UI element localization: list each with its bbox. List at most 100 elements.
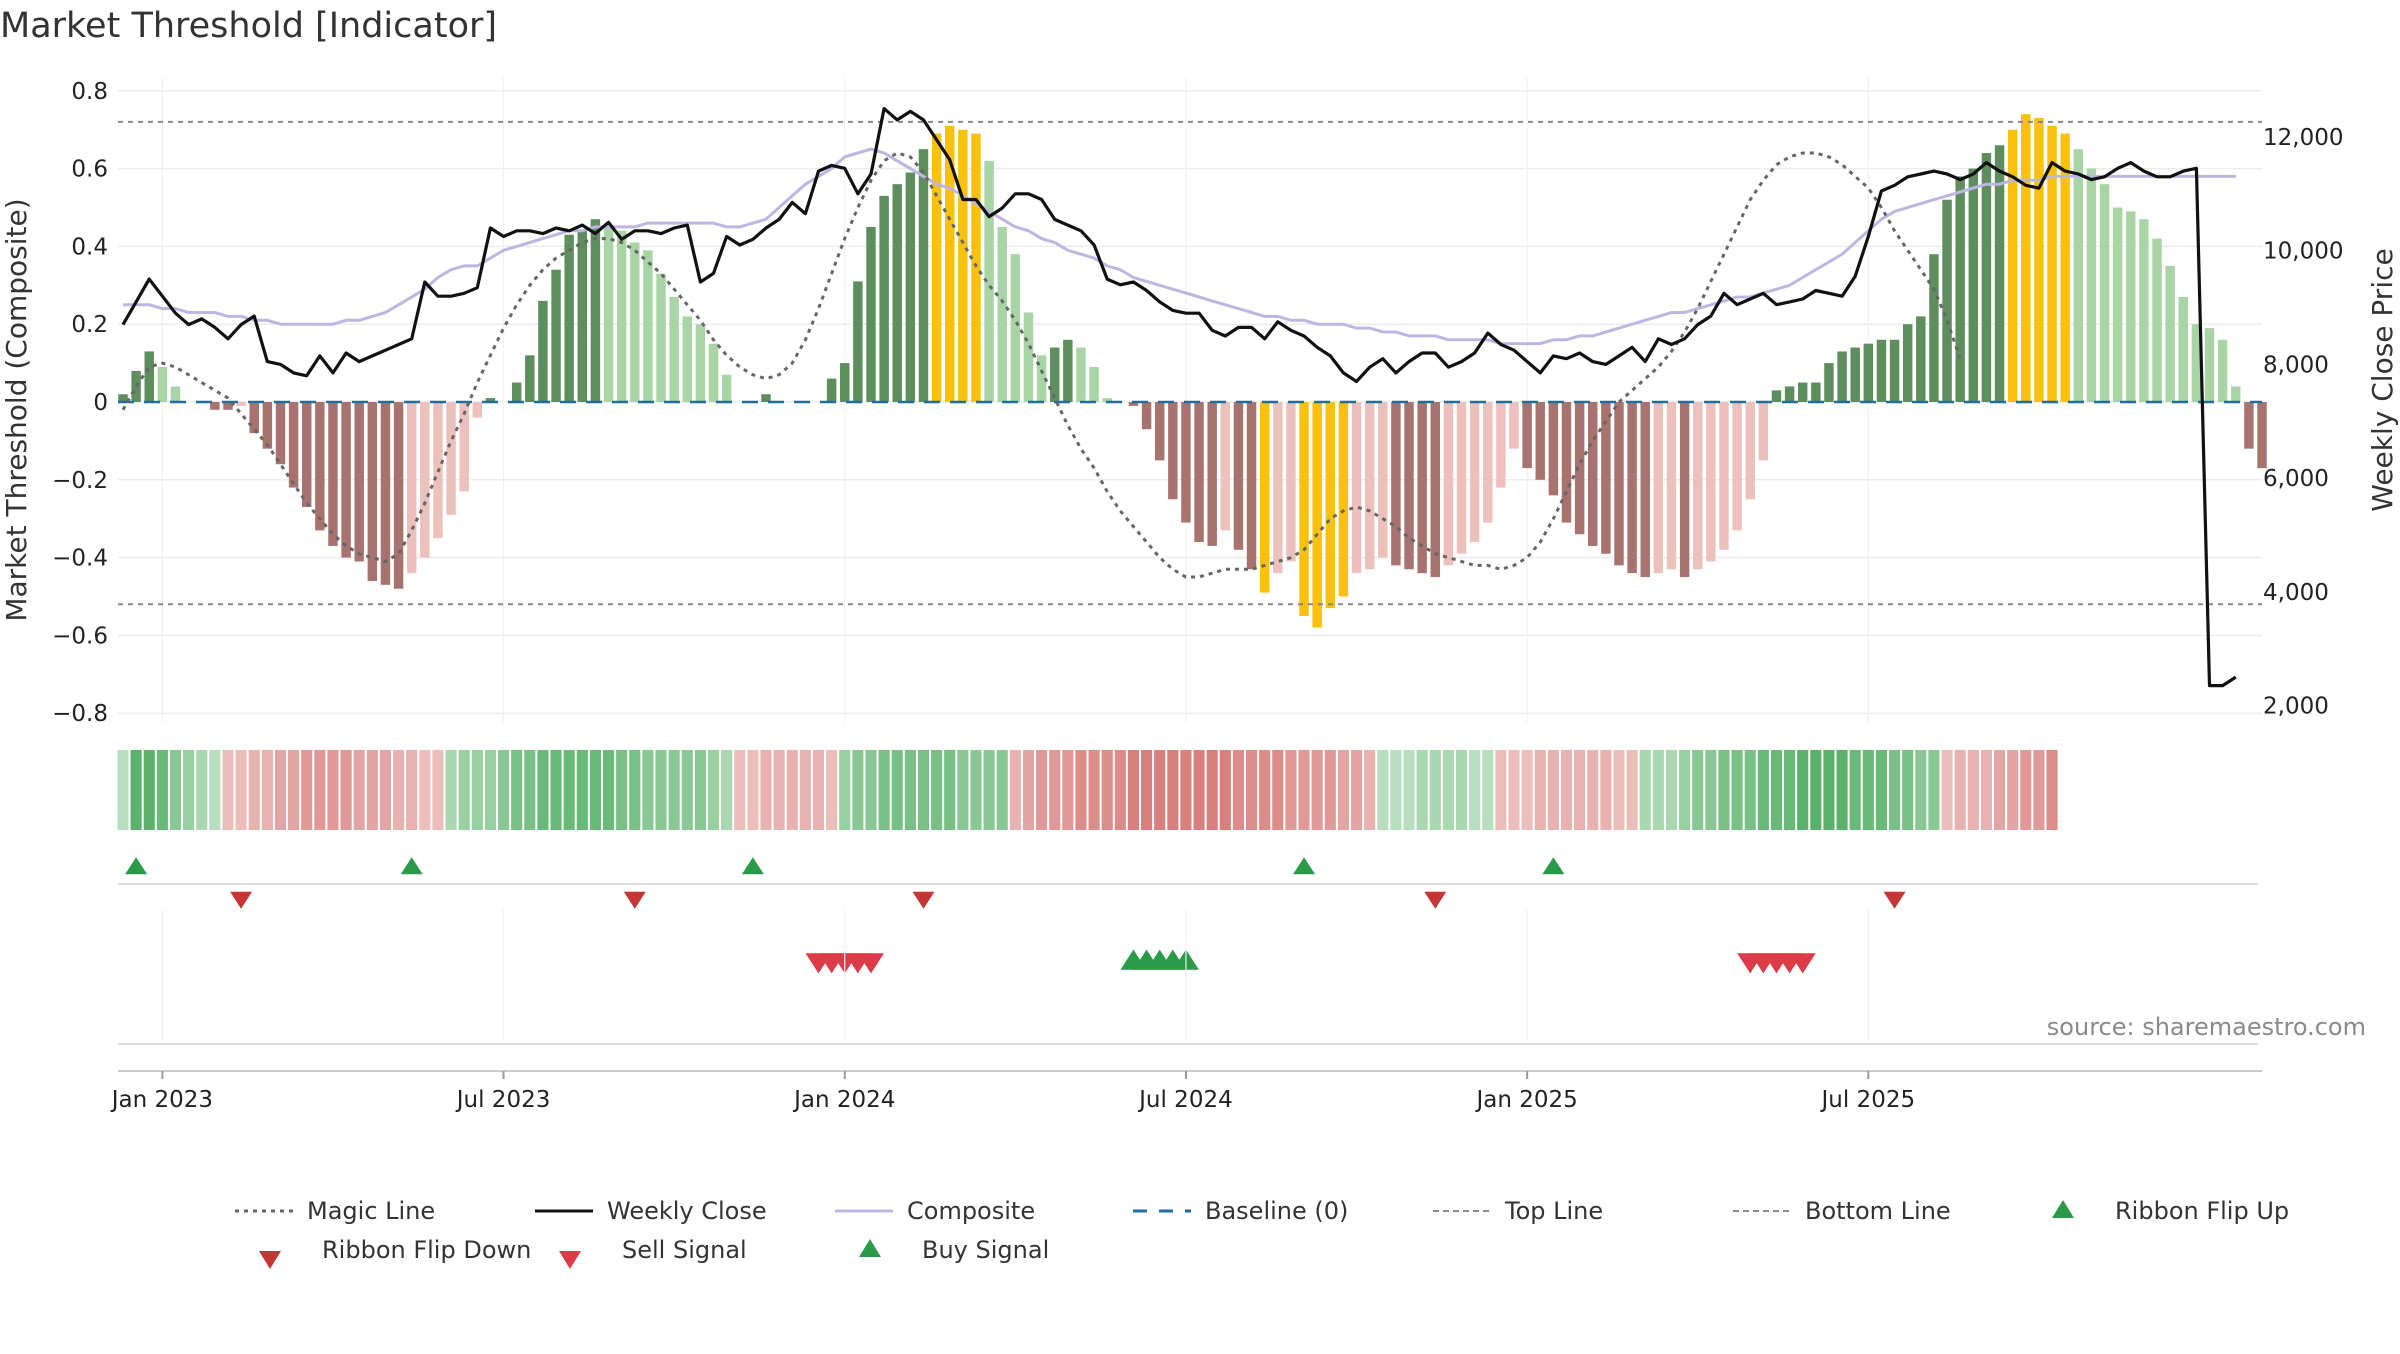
histogram-bar [1522, 402, 1532, 469]
ribbon-cell [839, 750, 851, 830]
histogram-bar [2165, 265, 2175, 402]
ribbon-cell [1639, 750, 1651, 830]
y-right-tick-label: 4,000 [2263, 580, 2329, 606]
y-axis-left: 0.8 0.6 0.4 0.2 0 −0.2 −0.4 −0.6 −0.8 [52, 79, 108, 727]
ribbon-cell [1613, 750, 1625, 830]
ribbon-cell [209, 750, 221, 830]
ribbon-cell [1482, 750, 1494, 830]
ribbon-cell [1849, 750, 1861, 830]
ribbon-cell [288, 750, 300, 830]
histogram-bar [971, 133, 981, 402]
legend-item: Baseline (0) [1133, 1197, 1348, 1225]
histogram-bar [406, 402, 417, 574]
ribbon-cell [655, 750, 667, 830]
composite-line [123, 147, 2236, 346]
ribbon-cell [931, 750, 943, 830]
histogram-bar [1207, 402, 1217, 546]
histogram-bar [1351, 402, 1362, 574]
histogram-bar [1706, 402, 1716, 562]
histogram-bar [1469, 402, 1480, 543]
histogram-bar [1811, 382, 1821, 402]
ribbon-cell [1167, 750, 1179, 830]
histogram-bar [1456, 402, 1467, 554]
ribbon-cell [944, 750, 956, 830]
ribbon-cell [248, 750, 260, 830]
x-tick-label: Jan 2025 [1474, 1087, 1577, 1113]
histogram-bar [643, 250, 653, 402]
histogram-bar [918, 149, 929, 402]
histogram-bars [118, 114, 2267, 628]
ribbon-cell [1364, 750, 1376, 830]
histogram-bar [708, 343, 719, 402]
ribbon-cell [1469, 750, 1481, 830]
y-right-tick-label: 10,000 [2263, 239, 2343, 265]
histogram-bar [590, 219, 601, 402]
histogram-bar [1574, 402, 1585, 535]
histogram-bar [2021, 114, 2031, 402]
histogram-bar [1968, 168, 1979, 402]
ribbon-cell [1245, 750, 1258, 830]
legend-label: Buy Signal [922, 1236, 1049, 1264]
ribbon-cell [878, 750, 890, 830]
histogram-bar [669, 296, 679, 402]
ribbon-cell [1127, 750, 1140, 830]
histogram-bar [551, 269, 561, 402]
ribbon-cell [1547, 750, 1559, 830]
y-right-tick-label: 8,000 [2263, 352, 2329, 378]
ribbon-cell [340, 750, 352, 830]
ribbon-cell [1442, 750, 1454, 830]
histogram-bar [1286, 402, 1296, 562]
ribbon-cell [353, 750, 365, 830]
histogram-bar [1076, 347, 1086, 402]
ribbon-cell [222, 750, 234, 830]
ribbon-cell [970, 750, 982, 830]
histogram-bar [2244, 402, 2254, 449]
ribbon-cell [1967, 750, 1979, 830]
histogram-bar [118, 394, 128, 402]
ribbon-cell [1784, 750, 1796, 830]
ribbon-cell [550, 750, 562, 830]
sell-signal-marker [1789, 953, 1816, 974]
ribbon-cell [117, 750, 129, 830]
histogram-bar [170, 386, 181, 402]
legend-label: Composite [907, 1197, 1035, 1225]
ribbon-cell [366, 750, 378, 830]
ribbon-cell [1403, 750, 1415, 830]
histogram-bar [2204, 328, 2215, 402]
ribbon-cell [1495, 750, 1507, 830]
ribbon-flip-down-marker [1424, 891, 1447, 909]
histogram-bar [1902, 324, 1913, 402]
ribbon-flip-down-marker [623, 891, 646, 909]
ribbon-cell [393, 750, 405, 830]
y-axis-left-label: Market Threshold (Composite) [0, 198, 33, 621]
legend-label: Ribbon Flip Up [2115, 1197, 2289, 1225]
histogram-bar [459, 402, 469, 492]
histogram-bar [1259, 402, 1270, 593]
histogram-bar [1417, 402, 1427, 574]
ribbon-cell [1679, 750, 1691, 830]
ribbon-cell [1219, 750, 1231, 830]
histogram-bar [1601, 402, 1611, 554]
histogram-bar [656, 273, 666, 402]
ribbon-cell [1823, 750, 1835, 830]
histogram-bar [1784, 386, 1795, 402]
legend-item: Ribbon Flip Down [259, 1236, 531, 1269]
ribbon-cell [1705, 750, 1717, 830]
histogram-bar [2191, 324, 2202, 402]
histogram-bar [301, 402, 312, 508]
x-tick-label: Jul 2023 [455, 1087, 551, 1113]
histogram-bar [1338, 402, 1349, 597]
ribbon-cell [1993, 750, 2006, 830]
ribbon-cell [1560, 750, 1573, 830]
histogram-bar [420, 402, 430, 558]
histogram-bar [485, 398, 496, 402]
histogram-bar [2086, 168, 2097, 402]
legend-label: Top Line [1504, 1197, 1603, 1225]
ribbon-cell [2033, 750, 2045, 830]
histogram-bar [1496, 402, 1506, 488]
x-tick-label: Jul 2024 [1137, 1087, 1233, 1113]
histogram-bar [1194, 402, 1204, 543]
ribbon-cell [957, 750, 969, 830]
histogram-bar [1404, 402, 1414, 570]
